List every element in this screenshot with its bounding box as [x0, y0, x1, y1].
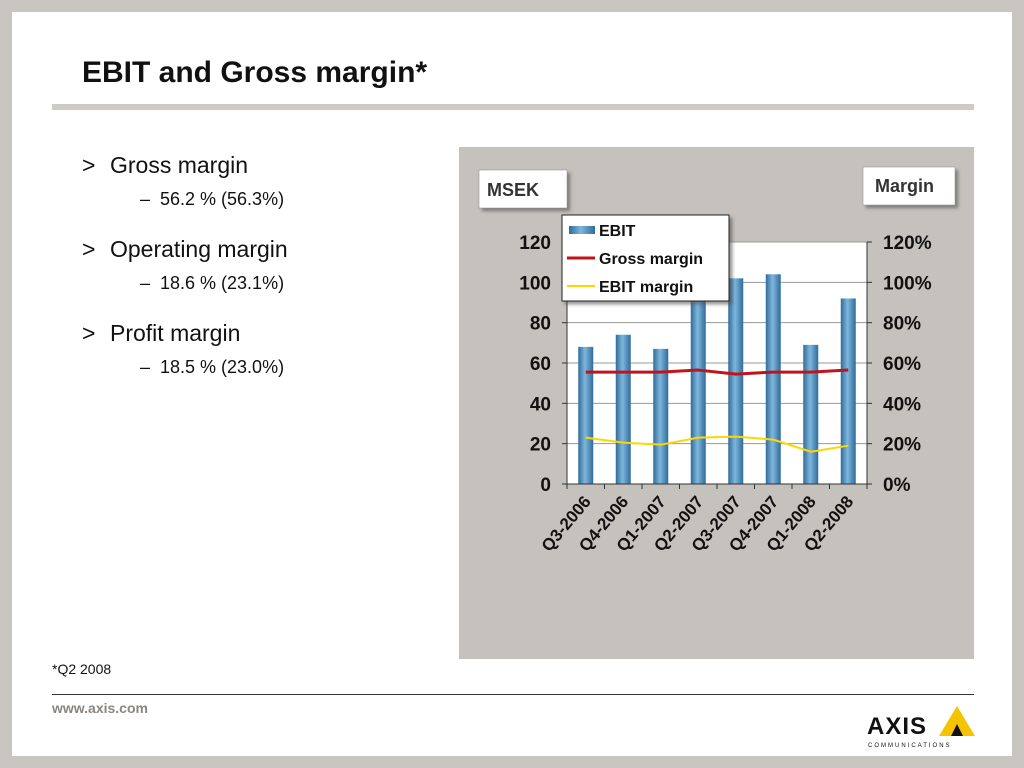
- bullet-label: Profit margin: [110, 320, 241, 346]
- y-tick-label-left: 120: [519, 233, 551, 254]
- y-tick-label-right: 20%: [883, 435, 921, 456]
- legend-label: EBIT margin: [599, 279, 693, 296]
- page-title: EBIT and Gross margin*: [82, 56, 428, 89]
- bullet-marker: >: [82, 236, 96, 262]
- bar-q2-2007: [690, 300, 706, 484]
- bar-q2-2008: [840, 298, 856, 484]
- sub-bullet-marker: –: [140, 357, 151, 377]
- sub-bullet-marker: –: [140, 189, 151, 209]
- y-tick-label-right: 100%: [883, 273, 932, 294]
- legend-label: Gross margin: [599, 251, 703, 268]
- line-gross-margin: [585, 368, 849, 376]
- y-tick-label-left: 40: [530, 394, 551, 415]
- y-tick-label-left: 0: [540, 475, 551, 496]
- bar-q3-2007: [728, 278, 744, 484]
- bar-q1-2007: [653, 348, 669, 484]
- line-ebit-margin: [585, 435, 849, 453]
- bar-q4-2007: [765, 274, 781, 484]
- footer-url[interactable]: www.axis.com: [52, 700, 148, 716]
- y-tick-label-left: 20: [530, 435, 551, 456]
- y-tick-label-left: 100: [519, 273, 551, 294]
- bullet-label: Operating margin: [110, 236, 288, 262]
- svg-text:AXIS: AXIS: [867, 713, 927, 740]
- legend-swatch-bar: [569, 226, 595, 234]
- y-tick-label-left: 80: [530, 314, 551, 335]
- right-unit-box: [862, 166, 956, 206]
- sub-bullet-item: – 18.5 % (23.0%): [140, 357, 442, 378]
- y-tick-label-right: 40%: [883, 394, 921, 415]
- y-tick-label-left: 60: [530, 354, 551, 375]
- y-tick-label-right: 120%: [883, 233, 932, 254]
- right-unit-label: Margin: [875, 176, 934, 196]
- legend: EBIT Gross margin EBIT margin: [561, 214, 730, 302]
- sub-bullet-item: – 56.2 % (56.3%): [140, 189, 442, 210]
- bullet-list: > Gross margin – 56.2 % (56.3%) > Operat…: [82, 152, 442, 404]
- svg-text:COMMUNICATIONS: COMMUNICATIONS: [868, 743, 952, 749]
- bullet-item: > Profit margin: [82, 320, 442, 347]
- axis-logo: AXIS COMMUNICATIONS: [867, 706, 975, 749]
- bullet-item: > Gross margin: [82, 152, 442, 179]
- sub-bullet-text: 18.6 % (23.1%): [160, 273, 285, 293]
- footer-divider: [52, 694, 974, 695]
- bullet-marker: >: [82, 152, 96, 178]
- logo-triangle-icon: [939, 706, 975, 736]
- left-unit-box: [478, 169, 568, 209]
- y-tick-label-right: 60%: [883, 354, 921, 375]
- sub-bullet-text: 56.2 % (56.3%): [160, 189, 285, 209]
- title-divider: [52, 104, 974, 110]
- legend-label: EBIT: [599, 223, 636, 240]
- sub-bullet-text: 18.5 % (23.0%): [160, 357, 285, 377]
- slide: EBIT and Gross margin* > Gross margin – …: [12, 12, 1012, 756]
- bar-q1-2008: [803, 344, 819, 484]
- left-unit-label: MSEK: [487, 180, 539, 200]
- bar-q4-2006: [615, 334, 631, 484]
- chart-panel: 0 20 40 60 80 100 120 0% 20% 40% 60% 80% 100% 120% Q…: [459, 147, 974, 659]
- bullet-label: Gross margin: [110, 152, 249, 178]
- bullet-item: > Operating margin: [82, 236, 442, 263]
- bullet-marker: >: [82, 320, 96, 346]
- y-tick-label-right: 0%: [883, 475, 911, 496]
- sub-bullet-item: – 18.6 % (23.1%): [140, 273, 442, 294]
- y-tick-label-right: 80%: [883, 314, 921, 335]
- footnote: *Q2 2008: [52, 661, 112, 677]
- bar-q3-2006: [578, 346, 594, 484]
- sub-bullet-marker: –: [140, 273, 151, 293]
